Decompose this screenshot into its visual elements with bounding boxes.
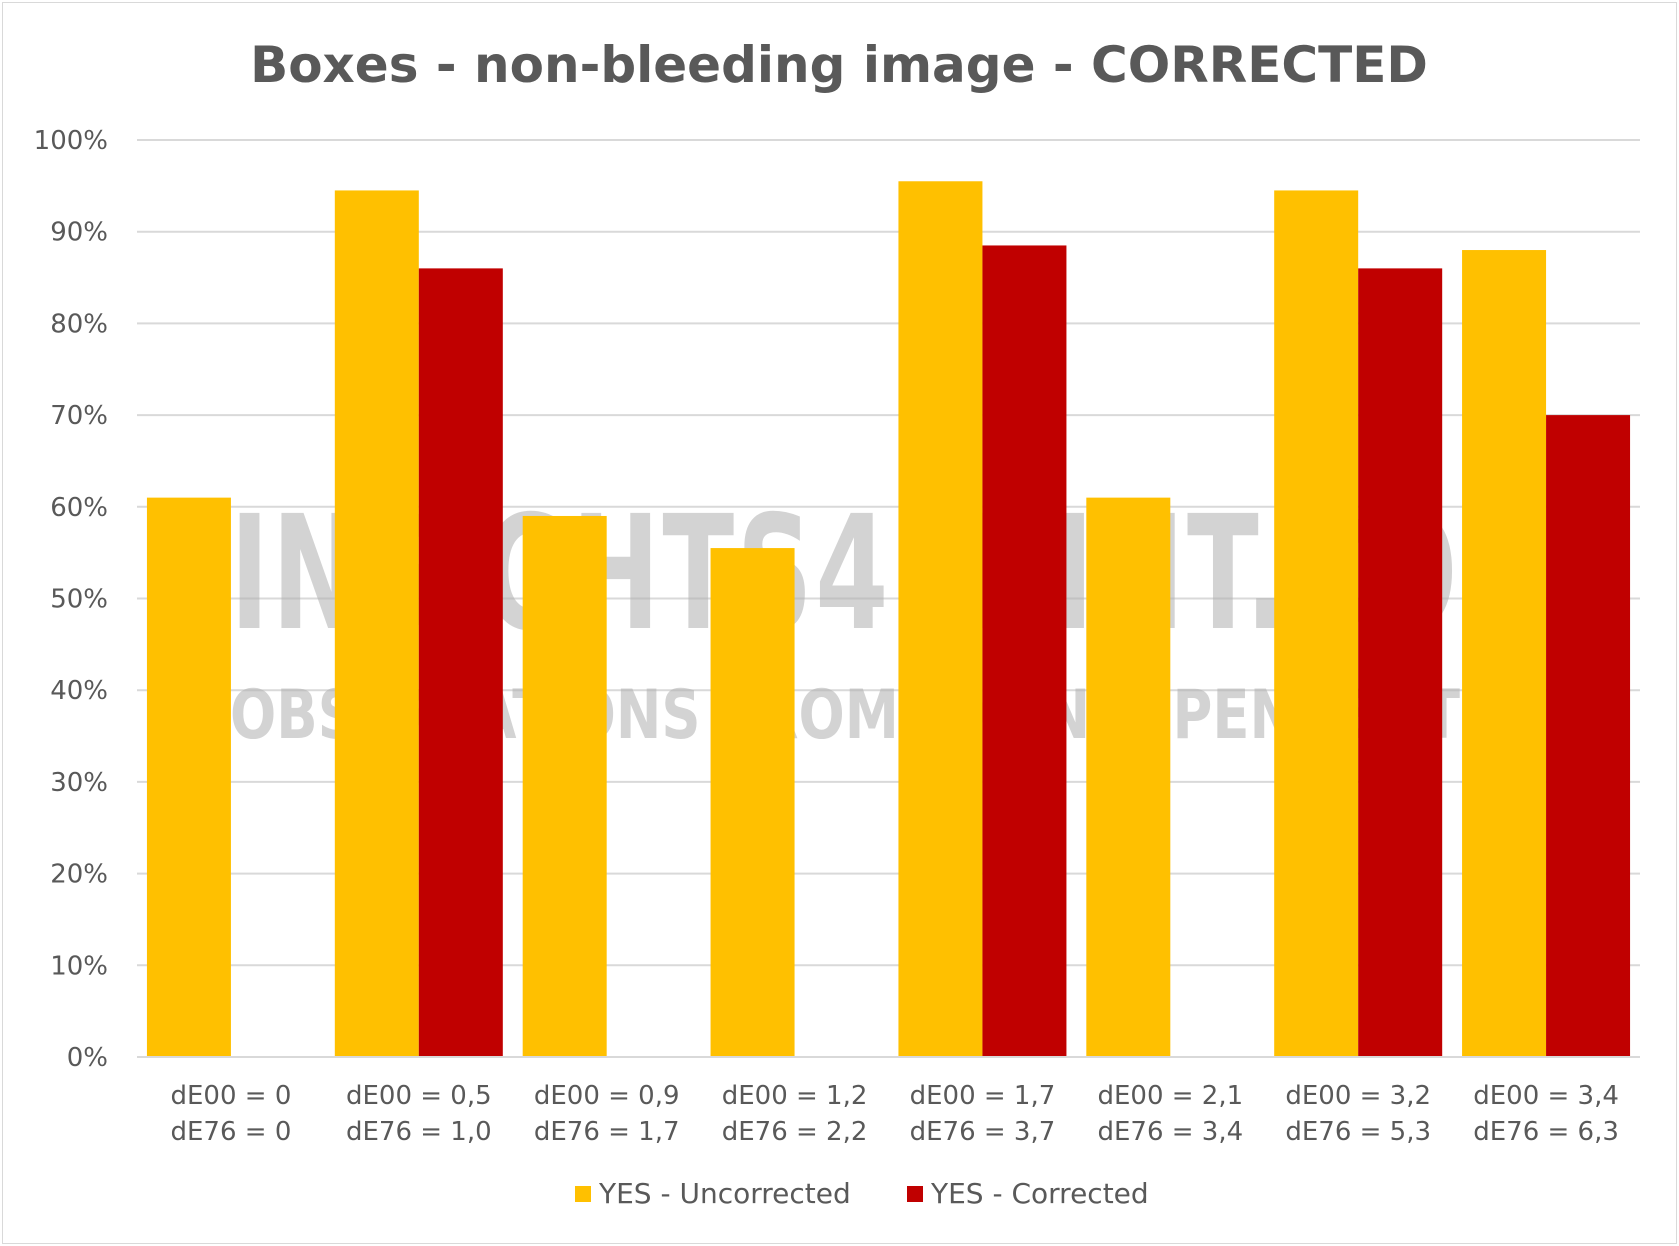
x-tick-label: dE00 = 0,9	[534, 1081, 680, 1111]
x-tick-label: dE00 = 1,7	[910, 1081, 1056, 1111]
y-tick-label: 100%	[34, 126, 108, 156]
legend-swatch	[907, 1186, 923, 1202]
x-tick-label: dE00 = 2,1	[1097, 1081, 1243, 1111]
bar-yes-corrected	[1546, 415, 1631, 1058]
x-tick-label: dE76 = 6,3	[1473, 1117, 1619, 1147]
x-tick-label: dE00 = 0	[171, 1081, 292, 1111]
bar-yes-corrected	[1358, 268, 1443, 1057]
x-tick-label: dE76 = 3,4	[1097, 1117, 1243, 1147]
y-tick-label: 30%	[50, 768, 108, 798]
legend: YES - Uncorrected YES - Corrected	[575, 1177, 1149, 1210]
bar-yes-uncorrected	[334, 190, 419, 1057]
x-axis-labels: dE00 = 0 dE76 = 0 dE00 = 0,5 dE76 = 1,0 dE00…	[171, 1081, 1619, 1147]
y-tick-label: 0%	[67, 1043, 108, 1073]
y-tick-label: 80%	[50, 309, 108, 339]
bars	[146, 181, 1631, 1058]
bar-yes-uncorrected	[1086, 497, 1171, 1057]
x-tick-label: dE76 = 2,2	[722, 1117, 868, 1147]
bar-yes-uncorrected	[1462, 250, 1547, 1058]
bar-yes-uncorrected	[146, 497, 231, 1057]
y-tick-label: 60%	[50, 493, 108, 523]
bar-yes-uncorrected	[898, 181, 983, 1057]
y-tick-label: 90%	[50, 218, 108, 248]
x-tick-label: dE76 = 3,7	[910, 1117, 1056, 1147]
legend-label: YES - Corrected	[930, 1177, 1149, 1210]
y-tick-label: 40%	[50, 676, 108, 706]
bar-yes-corrected	[418, 268, 503, 1057]
x-tick-label: dE76 = 5,3	[1285, 1117, 1431, 1147]
bar-yes-uncorrected	[710, 548, 795, 1057]
bar-yes-corrected	[982, 245, 1067, 1057]
x-tick-label: dE00 = 1,2	[722, 1081, 868, 1111]
x-tick-label: dE76 = 1,0	[346, 1117, 492, 1147]
x-tick-label: dE76 = 0	[171, 1117, 292, 1147]
legend-swatch	[575, 1186, 591, 1202]
y-tick-label: 20%	[50, 860, 108, 890]
bar-yes-uncorrected	[522, 515, 607, 1057]
x-tick-label: dE00 = 0,5	[346, 1081, 492, 1111]
x-tick-label: dE00 = 3,2	[1285, 1081, 1431, 1111]
x-tick-label: dE76 = 1,7	[534, 1117, 680, 1147]
legend-label: YES - Uncorrected	[598, 1177, 851, 1210]
y-tick-label: 70%	[50, 401, 108, 431]
y-tick-label: 50%	[50, 585, 108, 615]
chart-title: Boxes - non-bleeding image - CORRECTED	[250, 36, 1428, 94]
bar-yes-uncorrected	[1274, 190, 1359, 1057]
x-tick-label: dE00 = 3,4	[1473, 1081, 1619, 1111]
y-axis-ticks: 0% 10% 20% 30% 40% 50% 60% 70% 80% 90% 100%	[34, 126, 108, 1073]
y-tick-label: 10%	[50, 951, 108, 981]
